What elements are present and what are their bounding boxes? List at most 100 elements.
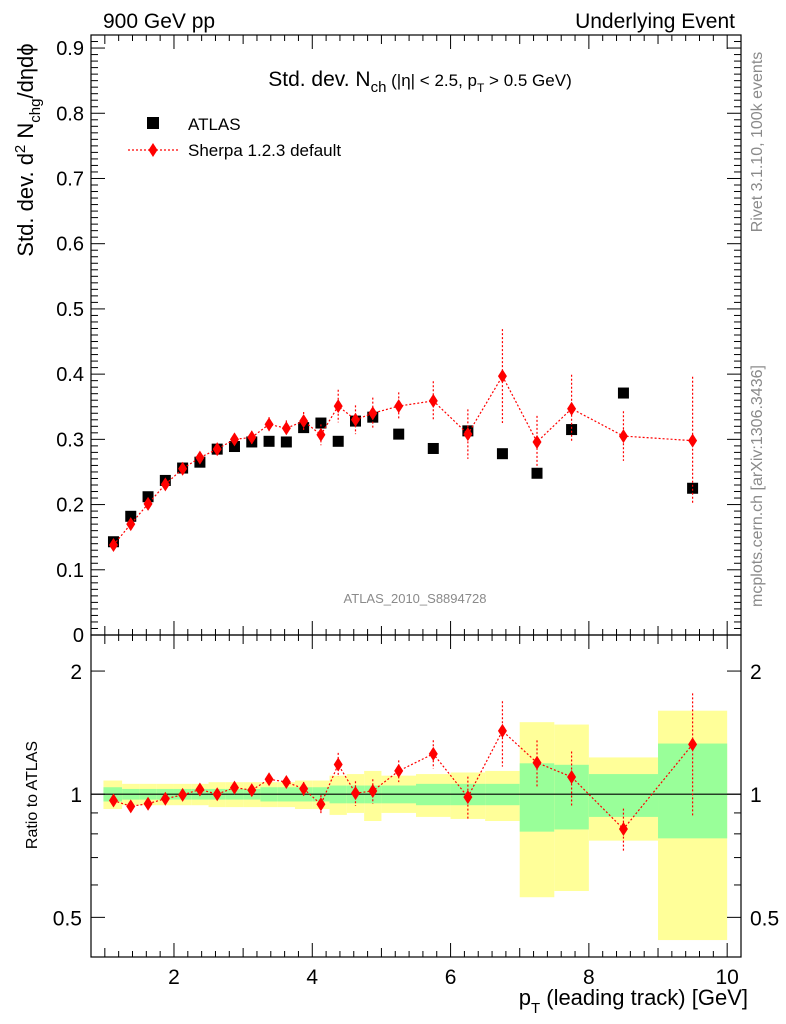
sherpa-ratio-point <box>688 737 698 752</box>
sherpa-point <box>567 401 577 416</box>
mcplots-source-label: mcplots.cern.ch [arXiv:1306.3436] <box>749 365 766 607</box>
sherpa-point <box>316 427 326 442</box>
legend-label-sherpa: Sherpa 1.2.3 default <box>188 141 341 160</box>
sherpa-point <box>212 442 222 457</box>
atlas-point <box>228 441 240 453</box>
atlas-point <box>263 435 275 447</box>
sherpa-ratio-point <box>212 787 222 802</box>
sherpa-ratio-point <box>350 786 360 801</box>
sherpa-point <box>126 517 136 532</box>
y-tick-label: 0.4 <box>56 364 84 386</box>
sherpa-ratio-point <box>368 784 378 799</box>
atlas-point <box>566 424 578 436</box>
sherpa-ratio-point <box>143 796 153 811</box>
sherpa-ratio-point <box>316 797 326 812</box>
y-tick-label: 0 <box>73 625 84 647</box>
header-left: 900 GeV pp <box>103 10 215 33</box>
sherpa-point <box>178 461 188 476</box>
sherpa-ratio-point <box>333 757 343 772</box>
legend-label-atlas: ATLAS <box>188 115 241 134</box>
sherpa-ratio-point <box>394 763 404 778</box>
sherpa-point <box>532 434 542 449</box>
sherpa-point <box>264 417 274 432</box>
sherpa-ratio-point <box>463 790 473 805</box>
ratio-plot-frame <box>90 634 742 958</box>
atlas-point <box>531 467 543 479</box>
y-tick-label: 0.9 <box>56 38 84 60</box>
main-plot-marks <box>107 329 699 552</box>
atlas-point <box>142 491 154 503</box>
sherpa-ratio-point <box>299 781 309 796</box>
main-plot-axes: 0 0.1 0.2 0.3 0.4 0.5 0.6 0.7 0.8 0.9 <box>56 34 742 647</box>
x-tick-label: 8 <box>583 966 595 989</box>
sherpa-point <box>229 432 239 447</box>
ratio-y-tick-label: 0.5 <box>53 907 82 930</box>
sherpa-ratio-point <box>618 822 628 837</box>
atlas-point <box>427 442 439 454</box>
legend-marker-sherpa <box>148 143 158 157</box>
sherpa-ratio-point <box>497 723 507 738</box>
sherpa-point <box>394 399 404 414</box>
sherpa-ratio-point <box>178 787 188 802</box>
x-tick-label: 4 <box>306 966 318 989</box>
ratio-band-green <box>519 763 555 832</box>
y-tick-label: 0.5 <box>56 299 84 321</box>
sherpa-point <box>281 421 291 436</box>
y-tick-label: 0.1 <box>56 560 84 582</box>
y-tick-label: 0.6 <box>56 234 84 256</box>
rivet-version-label: Rivet 3.1.10, 100k events <box>749 52 766 233</box>
sherpa-point <box>108 538 118 552</box>
ratio-y-tick-label-right: 2 <box>750 661 762 684</box>
atlas-point <box>315 417 327 429</box>
atlas-point <box>332 435 344 447</box>
ratio-uncertainty-bands <box>103 710 728 941</box>
atlas-point <box>617 387 629 399</box>
ratio-y-tick-label-right: 1 <box>750 784 762 807</box>
sherpa-ratio-point <box>567 769 577 784</box>
sherpa-ratio-point <box>160 791 170 806</box>
ratio-plot-marks <box>108 693 698 853</box>
sherpa-point <box>618 429 628 444</box>
y-tick-label: 0.3 <box>56 429 84 451</box>
sherpa-point <box>350 412 360 427</box>
sherpa-point <box>688 433 698 448</box>
y-tick-label: 0.8 <box>56 103 84 125</box>
y-tick-label: 0.2 <box>56 495 84 517</box>
sherpa-ratio-point <box>229 780 239 795</box>
y-tick-label: 0.7 <box>56 168 84 190</box>
atlas-point <box>393 428 405 440</box>
x-tick-label: 2 <box>168 966 180 989</box>
ratio-y-axis-label: Ratio to ATLAS <box>24 741 41 849</box>
atlas-point <box>687 482 699 494</box>
legend-marker-atlas <box>147 117 159 129</box>
sherpa-point <box>299 414 309 429</box>
sherpa-point <box>143 496 153 511</box>
ratio-y-tick-label: 1 <box>70 784 82 807</box>
x-tick-label: 10 <box>715 966 738 989</box>
sherpa-ratio-point <box>428 746 438 761</box>
sherpa-point <box>463 427 473 442</box>
analysis-watermark: ATLAS_2010_S8894728 <box>344 591 487 606</box>
sherpa-point <box>247 430 257 445</box>
sherpa-ratio-point <box>281 775 291 790</box>
sherpa-line <box>113 374 693 546</box>
sherpa-point <box>160 477 170 492</box>
sherpa-ratio-point <box>247 783 257 798</box>
x-axis-label: pT (leading track) [GeV] <box>519 985 748 1017</box>
header-right: Underlying Event <box>575 10 735 33</box>
sherpa-ratio-point <box>264 772 274 787</box>
sherpa-point <box>428 393 438 408</box>
ratio-y-tick-label-right: 0.5 <box>750 907 779 930</box>
sherpa-ratio-point <box>532 755 542 770</box>
sherpa-ratio-point <box>195 782 205 797</box>
sherpa-ratio-point <box>126 799 136 814</box>
x-tick-label: 6 <box>445 966 457 989</box>
ratio-y-tick-label: 2 <box>70 661 82 684</box>
plot-title: Std. dev. Nch (|η| < 2.5, pT > 0.5 GeV) <box>268 68 572 96</box>
atlas-point <box>125 510 137 522</box>
sherpa-point <box>497 369 507 384</box>
sherpa-ratio-point <box>108 793 118 808</box>
sherpa-point <box>195 450 205 465</box>
sherpa-point <box>368 406 378 421</box>
